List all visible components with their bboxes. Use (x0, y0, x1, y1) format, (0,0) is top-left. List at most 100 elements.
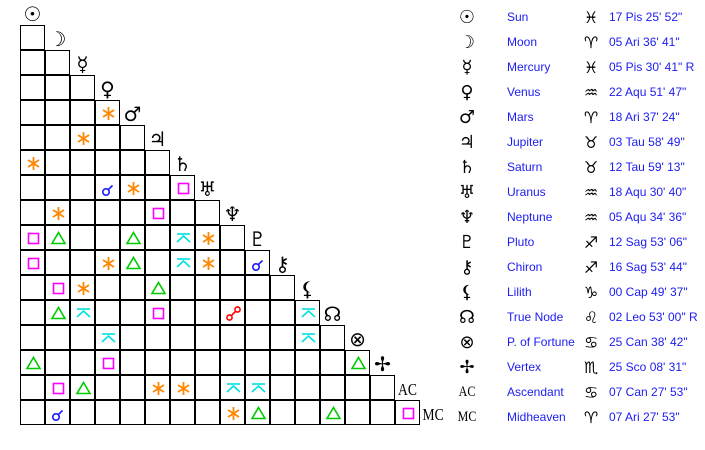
chiron-glyph-icon: ⚷ (275, 252, 290, 276)
aspect-cell-ascendant-neptune (219, 374, 245, 400)
pluto-glyph-icon: ♇ (248, 227, 267, 251)
aspect-cell-midheaven-true-node (319, 399, 345, 425)
trine-aspect-icon (150, 280, 166, 294)
aspect-cell-vertex-neptune (219, 349, 245, 375)
aspect-cell-mars-moon (44, 99, 70, 125)
aspect-cell-ascendant-venus (94, 374, 120, 400)
vertex-glyph-icon: ✢ (374, 352, 391, 376)
aspect-cell-lilith-pluto (244, 274, 270, 300)
aspect-cell-chiron-neptune (219, 249, 245, 275)
aspect-cell-p-of-fortune-mars (119, 324, 145, 350)
aspect-cell-ascendant-mercury (69, 374, 95, 400)
aspect-cell-uranus-mercury (69, 174, 95, 200)
planet-name: Vertex (507, 360, 542, 374)
aspect-cell-true-node-moon (44, 299, 70, 325)
aspect-cell-pluto-mars (119, 224, 145, 250)
aspect-cell-ascendant-chiron (269, 374, 295, 400)
aspect-cell-vertex-mercury (69, 349, 95, 375)
aspect-cell-uranus-venus (94, 174, 120, 200)
aspect-cell-midheaven-venus (94, 399, 120, 425)
planet-name: Sun (507, 10, 529, 24)
aspect-cell-midheaven-vertex (369, 399, 395, 425)
aspect-grid: ☉ ☽ ☿ ♀ ♂ ♃ ♄ ♅ ♆ ♇ ⚷ ⚸ ☊ ⊗ ✢ AC MC (19, 2, 444, 425)
aspect-cell-vertex-p-of-fortune (344, 349, 370, 375)
aspect-cell-midheaven-ascendant (394, 399, 420, 425)
aspect-cell-chiron-jupiter (144, 249, 170, 275)
ascendant-glyph-icon: AC (398, 380, 417, 399)
square-aspect-icon (177, 182, 189, 194)
aspect-cell-ascendant-p-of-fortune (344, 374, 370, 400)
aspect-cell-chiron-saturn (169, 249, 195, 275)
planet-position: 25 Can 38' 42" (609, 335, 688, 349)
square-aspect-icon (102, 357, 114, 369)
planet-name: Lilith (507, 285, 532, 299)
planet-position: 02 Leo 53' 00" R (609, 310, 698, 324)
zodiac-sign-icon: ♒ (583, 183, 599, 202)
aspect-cell-pluto-moon (44, 224, 70, 250)
zodiac-sign-icon: ♐ (583, 258, 599, 277)
aspect-cell-midheaven-neptune (219, 399, 245, 425)
aspect-cell-jupiter-mars (119, 124, 145, 150)
aspect-cell-pluto-mercury (69, 224, 95, 250)
aspect-cell-true-node-mars (119, 299, 145, 325)
aspect-cell-vertex-saturn (169, 349, 195, 375)
sun-glyph-icon: ☉ (23, 2, 42, 26)
aspect-cell-venus-moon (44, 74, 70, 100)
conjunction-aspect-icon (51, 409, 63, 421)
planet-name: Neptune (507, 210, 553, 224)
planet-row-sun: ☉ Sun ♓ 17 Pis 25' 52" (452, 5, 705, 30)
planet-name: Jupiter (507, 135, 544, 149)
aspect-cell-neptune-sun (19, 199, 45, 225)
p-of-fortune-glyph-icon: ⊗ (349, 327, 366, 351)
planet-name: Mercury (507, 60, 551, 74)
aspect-cell-chiron-mercury (69, 249, 95, 275)
zodiac-sign-icon: ♑ (583, 283, 599, 302)
sextile-aspect-icon (202, 256, 214, 270)
planet-row-mercury: ☿ Mercury ♓ 05 Pis 30' 41" R (452, 55, 705, 80)
planet-position: 07 Can 27' 53" (609, 385, 688, 399)
aspect-cell-true-node-pluto (244, 299, 270, 325)
zodiac-sign-icon: ♒ (583, 83, 599, 102)
aspect-cell-ascendant-mars (119, 374, 145, 400)
aspect-cell-pluto-uranus (194, 224, 220, 250)
planet-row-neptune: ♆ Neptune ♒ 05 Aqu 34' 36" (452, 205, 705, 230)
aspect-cell-p-of-fortune-neptune (219, 324, 245, 350)
aspect-cell-saturn-sun (19, 149, 45, 175)
aspect-cell-midheaven-pluto (244, 399, 270, 425)
aspect-cell-true-node-chiron (269, 299, 295, 325)
aspect-cell-vertex-venus (94, 349, 120, 375)
planet-row-moon: ☽ Moon ♈ 05 Ari 36' 41" (452, 30, 705, 55)
aspect-cell-vertex-pluto (244, 349, 270, 375)
aspect-cell-pluto-neptune (219, 224, 245, 250)
vertex-icon: ✢ (459, 357, 475, 378)
aspect-cell-jupiter-venus (94, 124, 120, 150)
quincunx-aspect-icon (75, 307, 91, 318)
sextile-aspect-icon (102, 256, 114, 270)
aspect-cell-midheaven-uranus (194, 399, 220, 425)
planet-position: 05 Ari 36' 41" (609, 35, 680, 49)
aspect-cell-uranus-saturn (169, 174, 195, 200)
square-aspect-icon (27, 232, 39, 244)
venus-glyph-icon: ♀ (100, 77, 115, 101)
quincunx-aspect-icon (300, 332, 316, 343)
aspect-cell-vertex-mars (119, 349, 145, 375)
aspect-cell-mars-sun (19, 99, 45, 125)
zodiac-sign-icon: ♐ (583, 233, 599, 252)
planet-row-pluto: ♇ Pluto ♐ 12 Sag 53' 06" (452, 230, 705, 255)
quincunx-aspect-icon (175, 232, 191, 243)
aspect-cell-true-node-neptune (219, 299, 245, 325)
aspect-cell-ascendant-uranus (194, 374, 220, 400)
planet-row-saturn: ♄ Saturn ♉ 12 Tau 59' 13" (452, 155, 705, 180)
sextile-aspect-icon (77, 131, 89, 145)
aspect-cell-lilith-uranus (194, 274, 220, 300)
sextile-aspect-icon (27, 156, 39, 170)
aspect-cell-midheaven-moon (44, 399, 70, 425)
aspect-cell-lilith-mars (119, 274, 145, 300)
aspect-cell-pluto-sun (19, 224, 45, 250)
saturn-icon: ♄ (458, 157, 476, 178)
aspect-cell-chiron-pluto (244, 249, 270, 275)
aspect-cell-pluto-venus (94, 224, 120, 250)
aspect-cell-true-node-mercury (69, 299, 95, 325)
lilith-icon: ⚸ (460, 282, 474, 303)
quincunx-aspect-icon (225, 382, 241, 393)
